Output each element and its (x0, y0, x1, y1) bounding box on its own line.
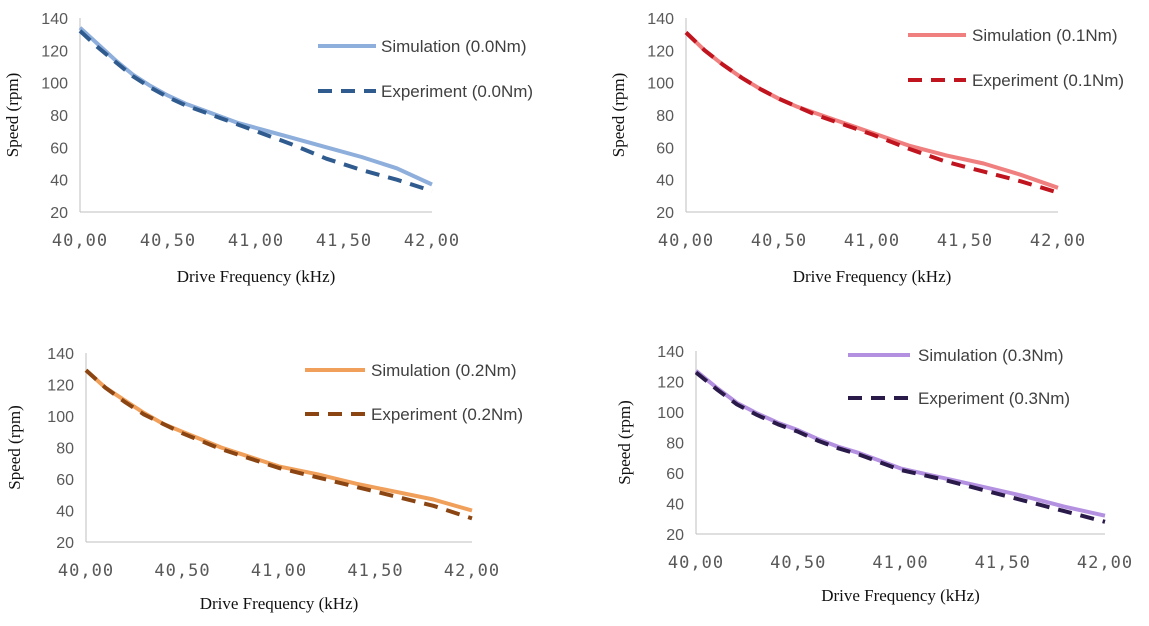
y-tick-label: 140 (647, 11, 674, 28)
y-axis-title: Speed (rpm) (609, 73, 628, 158)
y-tick-label: 60 (50, 140, 68, 157)
chart-panel-4: 20 40 60 80 100 120 140 40,00 40,50 41,00 41,50 42,… (615, 344, 1133, 605)
x-tick-label: 42,00 (1077, 553, 1133, 573)
y-tick-label: 120 (41, 43, 68, 60)
y-tick-label: 100 (47, 409, 74, 426)
series-line-simulation (684, 31, 1059, 190)
series-line-experiment (684, 31, 1059, 195)
y-tick-label: 80 (56, 441, 74, 458)
y-tick-label: 60 (666, 466, 684, 483)
x-axis-title: Drive Frequency (kHz) (793, 267, 952, 286)
x-tick-label: 40,50 (140, 231, 196, 251)
x-tick-label: 41,00 (872, 553, 928, 573)
x-tick-label: 40,50 (770, 553, 826, 573)
y-tick-label: 40 (56, 504, 74, 521)
y-tick-label: 40 (656, 173, 674, 190)
chart-panel-2: 20 40 60 80 100 120 140 40,00 40,50 41,00 41,50 42,… (609, 11, 1124, 286)
y-tick-label: 100 (41, 76, 68, 93)
x-tick-label: 41,00 (228, 231, 284, 251)
y-tick-label: 140 (657, 344, 684, 361)
y-axis-title: Speed (rpm) (3, 73, 22, 158)
legend-label: Simulation (0.1Nm) (972, 26, 1118, 45)
x-tick-label: 41,50 (975, 553, 1031, 573)
y-axis-title: Speed (rpm) (5, 405, 24, 490)
x-axis-title: Drive Frequency (kHz) (177, 267, 336, 286)
x-tick-label: 40,50 (154, 561, 210, 581)
legend-label: Simulation (0.2Nm) (371, 361, 517, 380)
legend-label: Simulation (0.3Nm) (918, 346, 1064, 365)
y-tick-label: 60 (56, 472, 74, 489)
y-tick-label: 120 (47, 378, 74, 395)
chart-panel-3: 20 40 60 80 100 120 140 40,00 40,50 41,00 41,50 42,… (5, 346, 523, 613)
x-tick-label: 42,00 (1030, 231, 1086, 251)
legend-label: Simulation (0.0Nm) (381, 37, 527, 56)
series-line-simulation (84, 368, 473, 513)
y-tick-label: 120 (657, 375, 684, 392)
x-axis-title: Drive Frequency (kHz) (821, 586, 980, 605)
y-tick-label: 20 (656, 205, 674, 222)
legend-label: Experiment (0.1Nm) (972, 71, 1124, 90)
x-tick-label: 41,50 (316, 231, 372, 251)
x-tick-label: 42,00 (444, 561, 500, 581)
y-tick-label: 140 (41, 11, 68, 28)
legend-label: Experiment (0.2Nm) (371, 405, 523, 424)
x-tick-label: 40,00 (52, 231, 108, 251)
y-tick-label: 40 (666, 497, 684, 514)
series-line-experiment (84, 368, 473, 521)
y-tick-label: 60 (656, 140, 674, 157)
x-tick-label: 40,00 (658, 231, 714, 251)
y-tick-label: 20 (666, 527, 684, 544)
x-tick-label: 41,00 (251, 561, 307, 581)
y-tick-label: 120 (647, 43, 674, 60)
x-tick-label: 41,00 (844, 231, 900, 251)
y-tick-label: 20 (56, 535, 74, 552)
x-tick-label: 40,50 (751, 231, 807, 251)
legend-label: Experiment (0.0Nm) (381, 82, 533, 101)
y-tick-label: 20 (50, 205, 68, 222)
y-tick-label: 80 (666, 436, 684, 453)
chart-panel-1: 20 40 60 80 100 120 140 40,00 40,50 41,00 41,50 42,… (3, 11, 533, 286)
y-tick-label: 40 (50, 173, 68, 190)
y-tick-label: 100 (647, 76, 674, 93)
y-tick-label: 80 (50, 108, 68, 125)
y-tick-label: 100 (657, 405, 684, 422)
x-tick-label: 40,00 (58, 561, 114, 581)
legend-label: Experiment (0.3Nm) (918, 389, 1070, 408)
series-line-experiment (694, 370, 1106, 524)
series-line-simulation (78, 26, 433, 187)
x-tick-label: 41,50 (937, 231, 993, 251)
y-tick-label: 80 (656, 108, 674, 125)
x-tick-label: 41,50 (347, 561, 403, 581)
y-axis-title: Speed (rpm) (615, 400, 634, 485)
series-line-experiment (78, 29, 433, 193)
x-tick-label: 40,00 (668, 553, 724, 573)
x-tick-label: 42,00 (404, 231, 460, 251)
x-axis-title: Drive Frequency (kHz) (200, 594, 359, 613)
y-tick-label: 140 (47, 346, 74, 363)
